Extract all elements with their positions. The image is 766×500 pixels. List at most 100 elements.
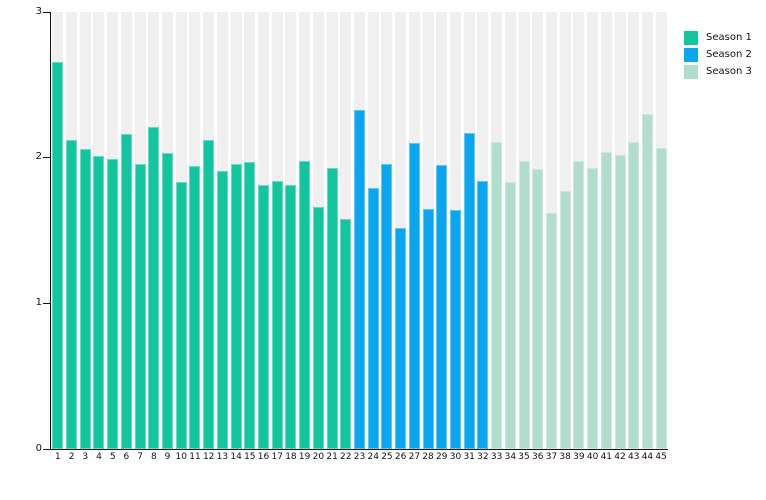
bar-3: [79, 148, 91, 449]
bar-20: [312, 207, 324, 449]
legend-item-season-1: Season 1: [684, 31, 752, 45]
bar-13: [216, 170, 228, 449]
bar-8: [148, 127, 160, 449]
bar-25: [381, 163, 393, 449]
x-label-29: 29: [436, 452, 448, 462]
x-axis-line: [50, 449, 668, 450]
x-label-9: 9: [164, 452, 171, 462]
bar-26: [395, 227, 407, 449]
x-label-24: 24: [367, 452, 379, 462]
x-label-30: 30: [449, 452, 462, 462]
x-label-19: 19: [298, 452, 311, 462]
x-label-11: 11: [189, 452, 201, 462]
bar-19: [299, 160, 311, 449]
legend-label-season-1: Season 1: [706, 32, 752, 43]
bar-29: [436, 164, 448, 449]
bar-36: [532, 169, 544, 449]
x-label-8: 8: [150, 452, 157, 462]
bar-11: [189, 166, 201, 449]
x-label-6: 6: [123, 452, 130, 462]
bar-5: [107, 159, 119, 449]
x-axis-labels: 1 2 3 4 5 6 7 8 9 10 11 12 13 14 15 16 17 18 19 20 21 22 23 24 2…: [51, 452, 668, 464]
bar-39: [573, 160, 585, 449]
x-label-20: 20: [312, 452, 325, 462]
bar-34: [504, 182, 516, 449]
x-label-15: 15: [244, 452, 256, 462]
y-tick-label-1: 1: [35, 297, 42, 308]
x-label-10: 10: [175, 452, 187, 462]
x-label-31: 31: [463, 452, 475, 462]
y-axis-line: [50, 12, 51, 450]
x-label-41: 41: [600, 452, 613, 462]
x-label-18: 18: [285, 452, 297, 462]
plot-area: [51, 12, 668, 449]
bar-22: [340, 218, 352, 449]
bar-37: [545, 213, 557, 449]
bar-45: [655, 147, 667, 449]
x-label-38: 38: [559, 452, 571, 462]
bar-14: [230, 163, 242, 449]
x-label-13: 13: [216, 452, 229, 462]
x-label-27: 27: [408, 452, 421, 462]
bar-16: [258, 185, 270, 449]
bar-44: [641, 114, 653, 449]
bar-38: [559, 191, 571, 449]
y-tick-2: [43, 157, 50, 158]
legend-swatch-season-2: [684, 48, 698, 62]
x-label-34: 34: [504, 452, 517, 462]
legend: Season 1 Season 2 Season 3: [684, 31, 752, 82]
bar-7: [134, 163, 146, 449]
x-label-44: 44: [641, 452, 654, 462]
bar-43: [628, 141, 640, 449]
x-label-5: 5: [109, 452, 116, 462]
y-tick-0: [43, 449, 50, 450]
legend-item-season-2: Season 2: [684, 48, 752, 62]
bar-17: [271, 181, 283, 449]
x-label-45: 45: [655, 452, 667, 462]
bar-9: [162, 153, 174, 449]
legend-swatch-season-1: [684, 31, 698, 45]
y-tick-1: [43, 303, 50, 304]
x-label-32: 32: [477, 452, 489, 462]
x-label-37: 37: [545, 452, 558, 462]
bar-18: [285, 185, 297, 449]
bar-27: [408, 143, 420, 449]
legend-label-season-2: Season 2: [706, 49, 752, 60]
bar-10: [175, 182, 187, 449]
x-label-22: 22: [340, 452, 352, 462]
bar-24: [367, 188, 379, 449]
x-label-35: 35: [518, 452, 530, 462]
bar-42: [614, 154, 626, 449]
x-label-2: 2: [68, 452, 75, 462]
bar-33: [491, 141, 503, 449]
x-label-26: 26: [394, 452, 407, 462]
legend-item-season-3: Season 3: [684, 65, 752, 79]
x-label-1: 1: [54, 452, 61, 462]
bar-2: [66, 140, 78, 449]
bar-15: [244, 162, 256, 449]
x-label-28: 28: [422, 452, 434, 462]
x-label-33: 33: [490, 452, 503, 462]
x-label-4: 4: [96, 452, 102, 462]
x-label-7: 7: [137, 452, 143, 462]
bar-1: [52, 61, 64, 449]
x-label-17: 17: [271, 452, 283, 462]
bar-35: [518, 160, 530, 449]
x-label-12: 12: [202, 452, 215, 462]
x-label-16: 16: [257, 452, 270, 462]
x-label-39: 39: [573, 452, 585, 462]
bar-23: [354, 109, 365, 449]
legend-swatch-season-3: [684, 65, 698, 79]
y-tick-label-3: 3: [35, 6, 42, 17]
bar-12: [203, 140, 215, 449]
y-tick-label-0: 0: [35, 443, 42, 454]
x-label-21: 21: [326, 452, 338, 462]
x-label-25: 25: [381, 452, 393, 462]
y-tick-3: [43, 12, 50, 13]
y-tick-label-2: 2: [35, 151, 42, 162]
x-label-23: 23: [353, 452, 366, 462]
bar-6: [120, 134, 132, 449]
bar-21: [326, 167, 338, 449]
bar-4: [93, 156, 105, 449]
